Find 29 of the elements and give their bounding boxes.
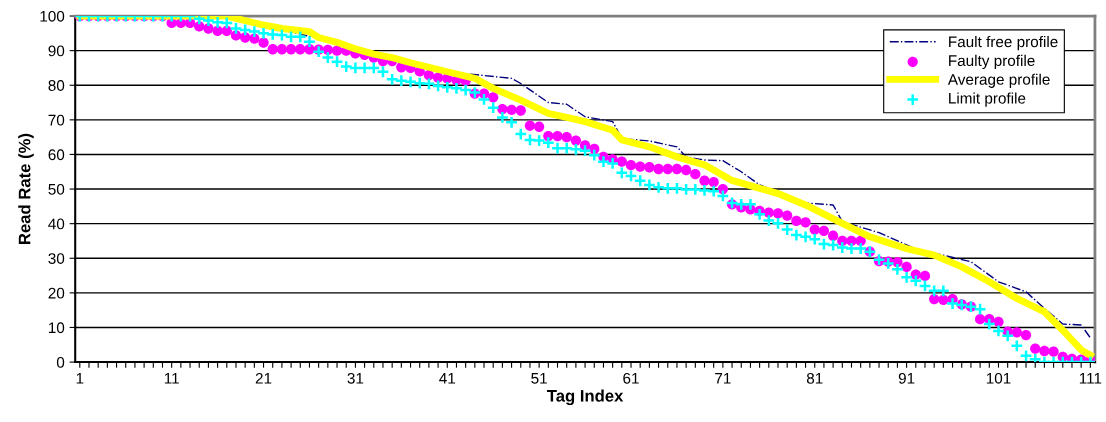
x-tick-label: 71	[715, 373, 731, 384]
x-tick-label: 41	[439, 373, 456, 384]
legend-label: Average profile	[947, 73, 1050, 88]
x-tick-label: 31	[347, 372, 364, 384]
y-tick-label: 60	[48, 149, 65, 161]
x-tick-label: 61	[623, 372, 639, 384]
y-tick-label: 10	[48, 322, 65, 334]
x-tick-label: 21	[255, 372, 272, 384]
legend-label: Faulty profile	[949, 54, 1035, 70]
x-axis-title: Tag Index	[546, 389, 624, 406]
x-tick-label: 11	[164, 373, 179, 384]
x-tick-label: 1	[76, 373, 84, 384]
y-tick-label: 30	[48, 253, 65, 264]
y-tick-label: 80	[48, 80, 65, 91]
y-tick-label: 100	[40, 10, 65, 22]
y-tick-label: 50	[48, 183, 65, 195]
x-tick-label: 81	[806, 372, 823, 384]
y-tick-label: 40	[48, 218, 65, 230]
x-tick-label: 51	[531, 373, 547, 384]
legend-label: Fault free profile	[949, 35, 1058, 51]
x-tick-label: 91	[898, 372, 915, 384]
y-tick-label: 0	[56, 356, 65, 368]
y-axis-title: Read Rate (%)	[18, 133, 34, 244]
x-tick-label: 101	[986, 372, 1011, 384]
y-tick-label: 90	[48, 45, 65, 57]
y-tick-label: 20	[48, 287, 65, 299]
x-tick-label: 111	[1079, 373, 1102, 384]
legend-label: Limit profile	[949, 92, 1026, 107]
y-tick-label: 70	[48, 114, 65, 126]
